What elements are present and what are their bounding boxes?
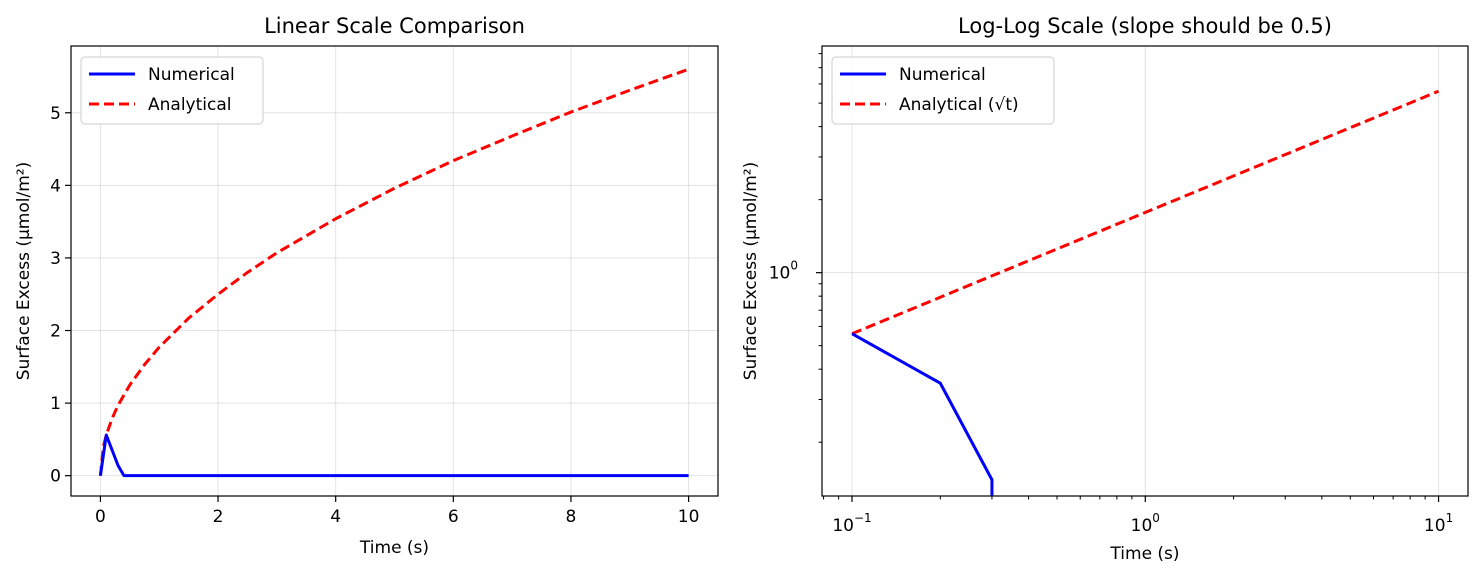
y-axis-label: Surface Excess (μmol/m²) [741, 162, 761, 380]
y-axis-label: Surface Excess (μmol/m²) [14, 162, 34, 380]
x-tick-label: 8 [566, 507, 577, 527]
x-tick-label: 4 [330, 507, 341, 527]
legend: Numerical Analytical (√t) [831, 56, 1055, 125]
y-tick-label: 1 [50, 394, 61, 414]
panel-linear: Linear Scale Comparison 0 2 4 6 8 10 0 1 2 3 4 5 T… [14, 14, 719, 558]
series-line-numerical [851, 332, 994, 496]
legend: Numerical Analytical [80, 56, 264, 125]
y-tick-label: 3 [50, 249, 61, 269]
x-tick-label: 101 [1424, 511, 1453, 536]
series-line-analytical [98, 67, 690, 476]
series-line-numerical [98, 433, 689, 478]
y-tick-label: 100 [769, 259, 798, 284]
y-ticks: 0 1 2 3 4 5 [50, 104, 71, 487]
y-tick-label: 5 [50, 104, 61, 124]
y-tick-label: 4 [50, 176, 61, 196]
y-tick-label: 0 [50, 467, 61, 487]
x-ticks: 10−1 100 101 [823, 496, 1453, 536]
x-tick-label: 10 [678, 507, 700, 527]
plot-frame [70, 45, 719, 497]
series-lines [98, 67, 690, 478]
legend-label-numerical: Numerical [899, 65, 986, 85]
chart-title: Log-Log Scale (slope should be 0.5) [958, 14, 1332, 38]
x-tick-label: 2 [213, 507, 224, 527]
legend-label-analytical: Analytical [148, 95, 231, 115]
panel-loglog: Log-Log Scale (slope should be 0.5) 10−1… [741, 14, 1469, 564]
x-ticks: 0 2 4 6 8 10 [95, 496, 699, 527]
x-tick-label: 100 [1131, 511, 1160, 536]
y-ticks: 100 [769, 53, 822, 443]
x-tick-label: 0 [95, 507, 106, 527]
x-tick-label: 6 [448, 507, 459, 527]
y-tick-label: 2 [50, 322, 61, 342]
x-axis-label: Time (s) [359, 538, 429, 558]
x-tick-label: 10−1 [832, 511, 871, 536]
series-lines [851, 89, 1440, 496]
legend-label-analytical: Analytical (√t) [899, 95, 1019, 115]
x-axis-label: Time (s) [1109, 544, 1179, 564]
series-line-analytical-t [851, 89, 1440, 336]
legend-label-numerical: Numerical [148, 65, 235, 85]
chart-title: Linear Scale Comparison [264, 14, 525, 38]
legend-box [831, 56, 1055, 125]
